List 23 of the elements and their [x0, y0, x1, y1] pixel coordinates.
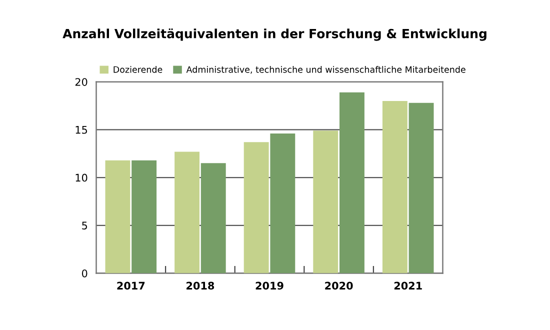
bar	[313, 130, 338, 274]
y-tick-label: 10	[76, 174, 88, 182]
y-tick-label: 20	[75, 78, 88, 86]
bar	[244, 142, 269, 274]
bar	[132, 160, 157, 274]
bar	[105, 160, 130, 274]
bar	[339, 92, 364, 274]
x-tick-label: 2020	[325, 282, 353, 290]
bar	[174, 152, 200, 274]
legend-label: Administrative, technische und wissenschaftliche Mitarbeitende	[186, 66, 466, 74]
bar	[382, 100, 408, 274]
y-tick-label: 0	[82, 269, 88, 278]
bar	[270, 134, 296, 274]
bar	[200, 163, 226, 274]
x-tick-label: 2017	[117, 282, 145, 290]
bar	[408, 102, 434, 274]
y-tick-label: 5	[82, 222, 88, 230]
legend-label: Dozierende	[114, 66, 162, 73]
x-tick-label: 2021	[394, 282, 422, 290]
y-tick-label: 15	[76, 126, 88, 134]
x-tick-label: 2018	[186, 282, 214, 290]
x-tick-label: 2019	[256, 282, 284, 290]
chart-title: Anzahl Vollzeitäquivalenten in der Forschung & Entwicklung	[62, 28, 486, 41]
